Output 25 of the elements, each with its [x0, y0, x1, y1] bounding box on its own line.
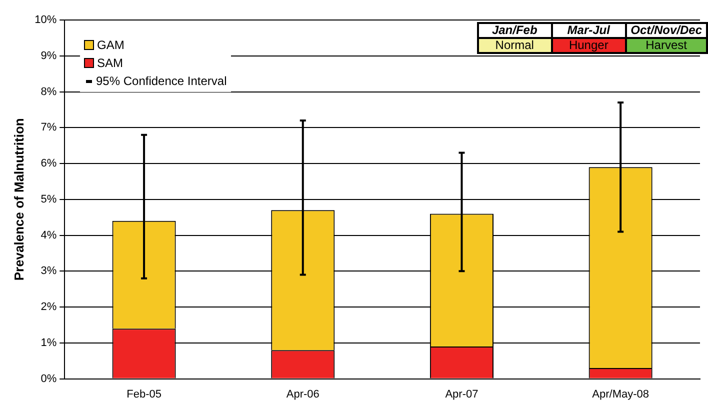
y-tick-label: 8%: [40, 86, 57, 98]
y-tick-label: 6%: [40, 158, 57, 170]
annotation: Hunger: [552, 38, 626, 53]
y-tick-label: 2%: [40, 301, 57, 314]
y-tick-label: 5%: [40, 193, 57, 206]
annotation: Jan/Feb: [478, 23, 552, 38]
annotation: Mar-Jul: [552, 23, 626, 38]
annotation: Oct/Nov/Dec: [626, 23, 707, 38]
x-tick-label: Apr/May-08: [592, 388, 650, 400]
x-tick-label: Apr-07: [445, 388, 478, 400]
y-tick-label: 3%: [40, 265, 57, 278]
y-tick-label: 1%: [40, 336, 57, 349]
legend-label: SAM: [97, 55, 124, 72]
y-tick-label: 9%: [40, 50, 57, 62]
y-tick-label: 4%: [40, 229, 57, 242]
legend-label: GAM: [97, 37, 124, 54]
y-tick-label: 10%: [34, 14, 57, 26]
x-tick-label: Feb-05: [126, 388, 162, 400]
annotation: Harvest: [626, 38, 707, 53]
x-tick-label: Apr-06: [286, 388, 320, 400]
annotation: Normal: [478, 38, 552, 53]
annotation: 95% Confidence Interval: [96, 73, 227, 90]
y-tick-label: 7%: [40, 122, 57, 134]
y-axis-title: Prevalence of Malnutrition: [11, 118, 26, 281]
y-tick-label: 0%: [40, 372, 57, 385]
